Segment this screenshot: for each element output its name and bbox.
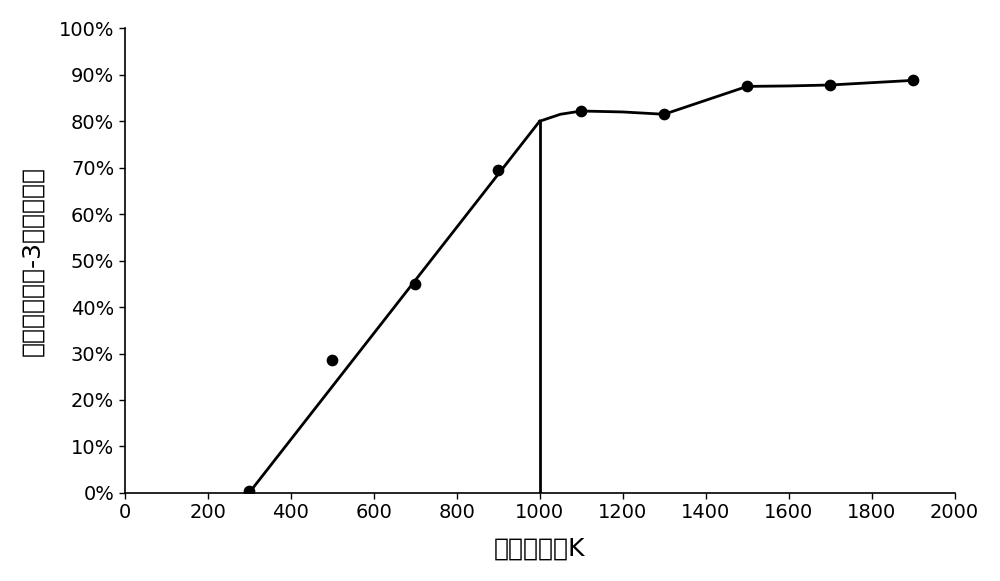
Y-axis label: 月球矿物中氦-3资源释放量: 月球矿物中氦-3资源释放量 [21,166,45,356]
Point [905,76,921,85]
Point [324,356,340,365]
Point [407,279,423,289]
X-axis label: 开采温度，K: 开采温度，K [494,536,585,560]
Point [739,82,755,91]
Point [656,110,672,119]
Point [573,106,589,116]
Point [822,80,838,89]
Point [241,486,257,495]
Point [490,166,506,175]
